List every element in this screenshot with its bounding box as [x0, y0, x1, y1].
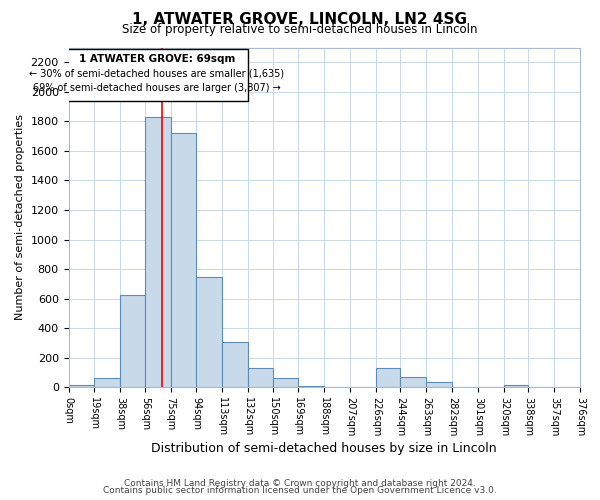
Bar [248, 368, 272, 388]
Text: Contains public sector information licensed under the Open Government Licence v3: Contains public sector information licen… [103, 486, 497, 495]
Bar [68, 385, 94, 388]
Bar [120, 295, 145, 388]
Bar [145, 117, 170, 388]
Bar [272, 378, 298, 388]
Bar [504, 385, 529, 388]
Text: 1 ATWATER GROVE: 69sqm: 1 ATWATER GROVE: 69sqm [79, 54, 235, 64]
Bar [400, 377, 426, 388]
Bar [452, 386, 478, 388]
Text: 69% of semi-detached houses are larger (3,807) →: 69% of semi-detached houses are larger (… [33, 84, 281, 94]
FancyBboxPatch shape [66, 49, 248, 101]
Bar [478, 386, 504, 388]
Text: 1, ATWATER GROVE, LINCOLN, LN2 4SG: 1, ATWATER GROVE, LINCOLN, LN2 4SG [133, 12, 467, 28]
Bar [196, 278, 222, 388]
Bar [554, 386, 580, 388]
Bar [376, 368, 400, 388]
Bar [426, 382, 452, 388]
Bar [324, 386, 350, 388]
Bar [170, 133, 196, 388]
Text: Contains HM Land Registry data © Crown copyright and database right 2024.: Contains HM Land Registry data © Crown c… [124, 478, 476, 488]
Bar [94, 378, 120, 388]
Bar [298, 386, 324, 388]
X-axis label: Distribution of semi-detached houses by size in Lincoln: Distribution of semi-detached houses by … [151, 442, 497, 455]
Bar [350, 386, 376, 388]
Text: ← 30% of semi-detached houses are smaller (1,635): ← 30% of semi-detached houses are smalle… [29, 69, 284, 79]
Text: Size of property relative to semi-detached houses in Lincoln: Size of property relative to semi-detach… [122, 22, 478, 36]
Y-axis label: Number of semi-detached properties: Number of semi-detached properties [15, 114, 25, 320]
Bar [529, 386, 554, 388]
Bar [222, 342, 248, 388]
